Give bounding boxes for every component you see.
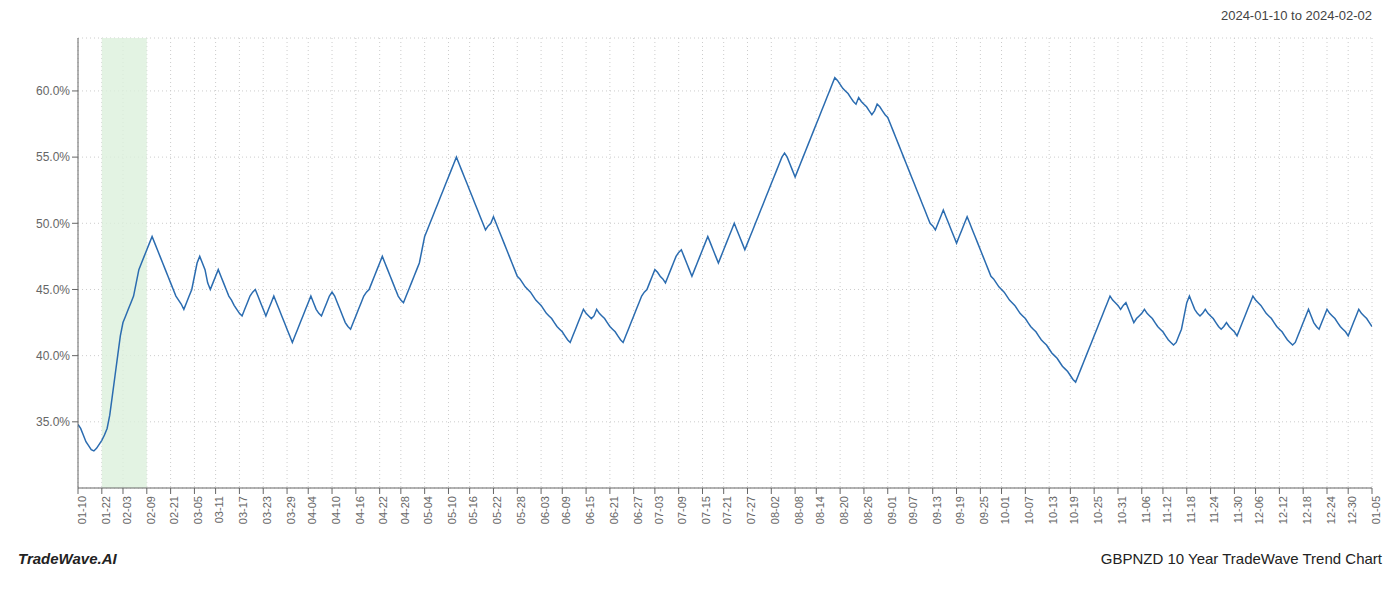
svg-text:08-02: 08-02	[769, 496, 781, 524]
svg-text:02-09: 02-09	[145, 496, 157, 524]
svg-text:07-09: 07-09	[677, 496, 689, 524]
svg-text:10-01: 10-01	[999, 496, 1011, 524]
svg-text:01-10: 01-10	[76, 496, 88, 524]
svg-text:55.0%: 55.0%	[36, 150, 70, 164]
svg-text:05-16: 05-16	[467, 496, 479, 524]
svg-text:11-06: 11-06	[1140, 496, 1152, 523]
svg-text:06-09: 06-09	[560, 496, 572, 524]
svg-text:10-13: 10-13	[1047, 496, 1059, 524]
svg-text:06-03: 06-03	[539, 496, 551, 524]
svg-text:10-07: 10-07	[1023, 496, 1035, 524]
svg-text:10-31: 10-31	[1116, 496, 1128, 524]
svg-text:04-28: 04-28	[399, 496, 411, 524]
svg-text:04-22: 04-22	[377, 496, 389, 524]
svg-text:03-23: 03-23	[261, 496, 273, 524]
svg-text:12-06: 12-06	[1253, 496, 1265, 524]
svg-text:12-24: 12-24	[1325, 496, 1337, 524]
svg-text:35.0%: 35.0%	[36, 415, 70, 429]
svg-text:11-24: 11-24	[1208, 496, 1220, 523]
svg-text:05-10: 05-10	[446, 496, 458, 524]
svg-text:09-19: 09-19	[954, 496, 966, 524]
svg-text:03-29: 03-29	[285, 496, 297, 524]
svg-text:09-01: 09-01	[886, 496, 898, 524]
svg-text:09-25: 09-25	[978, 496, 990, 524]
svg-text:09-13: 09-13	[931, 496, 943, 524]
svg-text:11-30: 11-30	[1232, 496, 1244, 523]
svg-text:02-03: 02-03	[121, 496, 133, 524]
svg-text:05-04: 05-04	[422, 496, 434, 524]
svg-text:03-05: 03-05	[192, 496, 204, 524]
svg-text:02-21: 02-21	[168, 496, 180, 524]
svg-text:06-21: 06-21	[608, 496, 620, 524]
svg-text:01-22: 01-22	[100, 496, 112, 524]
svg-text:08-08: 08-08	[793, 496, 805, 524]
svg-text:05-22: 05-22	[491, 496, 503, 524]
svg-text:03-17: 03-17	[237, 496, 249, 524]
svg-text:03-11: 03-11	[213, 496, 225, 523]
html-text:2024-01-10 to 2024-02-02: 2024-01-10 to 2024-02-02	[1220, 8, 1372, 23]
svg-text:05-28: 05-28	[515, 496, 527, 524]
svg-text:10-19: 10-19	[1068, 496, 1080, 524]
svg-text:08-20: 08-20	[838, 496, 850, 524]
svg-text:11-18: 11-18	[1185, 496, 1197, 523]
svg-text:07-03: 07-03	[653, 496, 665, 524]
svg-text:04-10: 04-10	[330, 496, 342, 524]
svg-text:01-05: 01-05	[1370, 496, 1382, 524]
html-text:TradeWave.AI: TradeWave.AI	[18, 550, 117, 567]
svg-text:45.0%: 45.0%	[36, 283, 70, 297]
svg-text:60.0%: 60.0%	[36, 84, 70, 98]
svg-text:50.0%: 50.0%	[36, 217, 70, 231]
svg-text:09-07: 09-07	[907, 496, 919, 524]
svg-text:11-12: 11-12	[1161, 496, 1173, 523]
svg-text:12-18: 12-18	[1301, 496, 1313, 524]
svg-text:08-14: 08-14	[814, 496, 826, 524]
svg-text:07-15: 07-15	[700, 496, 712, 524]
svg-text:04-04: 04-04	[306, 496, 318, 524]
html-text:GBPNZD 10 Year TradeWave Trend: GBPNZD 10 Year TradeWave Trend Chart	[1100, 550, 1382, 567]
svg-text:12-30: 12-30	[1346, 496, 1358, 524]
svg-text:08-26: 08-26	[862, 496, 874, 524]
svg-text:10-25: 10-25	[1092, 496, 1104, 524]
svg-text:12-12: 12-12	[1277, 496, 1289, 524]
svg-text:06-27: 06-27	[632, 496, 644, 524]
svg-text:07-27: 07-27	[745, 496, 757, 524]
svg-text:40.0%: 40.0%	[36, 349, 70, 363]
svg-text:04-16: 04-16	[354, 496, 366, 524]
svg-text:07-21: 07-21	[721, 496, 733, 524]
svg-text:06-15: 06-15	[584, 496, 596, 524]
